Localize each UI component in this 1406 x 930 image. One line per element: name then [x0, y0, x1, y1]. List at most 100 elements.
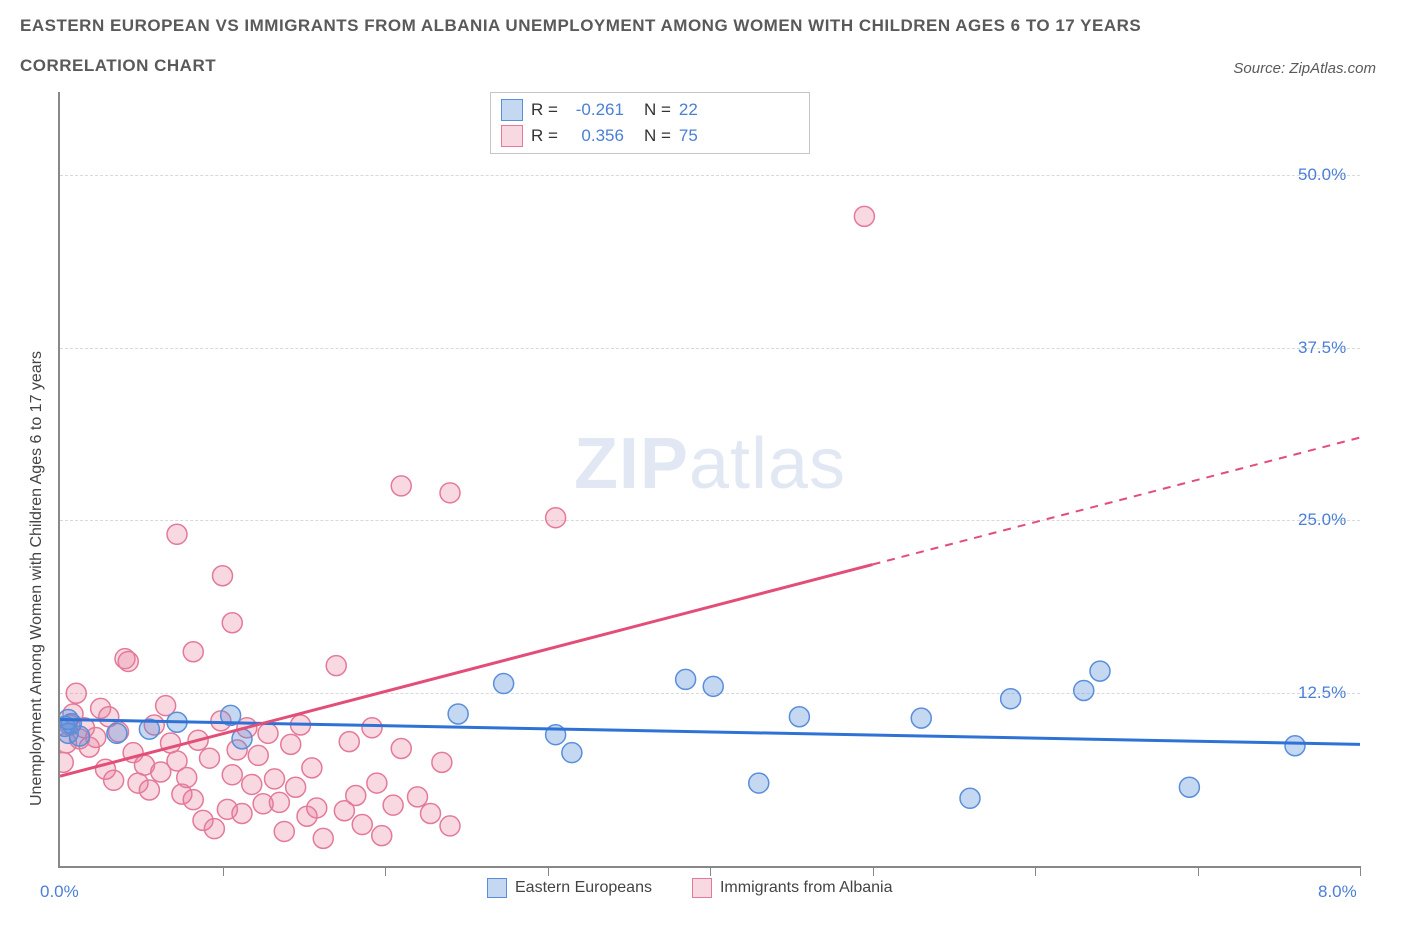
trendline — [60, 565, 873, 777]
data-point — [232, 803, 252, 823]
data-point — [286, 777, 306, 797]
data-point — [391, 739, 411, 759]
y-tick-label: 25.0% — [1298, 510, 1346, 530]
data-point — [421, 803, 441, 823]
legend-r-label: R = — [531, 100, 558, 120]
data-point — [307, 798, 327, 818]
y-tick-label: 37.5% — [1298, 338, 1346, 358]
data-point — [177, 768, 197, 788]
data-point — [204, 819, 224, 839]
data-point — [854, 206, 874, 226]
data-point — [391, 476, 411, 496]
source-prefix: Source: — [1233, 60, 1289, 77]
x-axis-origin-label: 0.0% — [40, 882, 79, 902]
data-point — [339, 732, 359, 752]
legend-n-value: 22 — [679, 100, 698, 120]
data-point — [432, 752, 452, 772]
legend-n-label: N = — [644, 126, 671, 146]
x-tick — [548, 866, 549, 876]
legend-swatch — [487, 878, 507, 898]
data-point — [242, 774, 262, 794]
data-point — [346, 786, 366, 806]
data-point — [676, 669, 696, 689]
data-point — [258, 723, 278, 743]
legend-swatch — [501, 125, 523, 147]
y-tick-label: 12.5% — [1298, 683, 1346, 703]
data-point — [167, 524, 187, 544]
data-point — [104, 770, 124, 790]
x-tick — [1035, 866, 1036, 876]
data-point — [60, 752, 73, 772]
data-point — [281, 734, 301, 754]
x-tick — [223, 866, 224, 876]
x-tick — [1198, 866, 1199, 876]
data-point — [269, 792, 289, 812]
legend-swatch — [692, 878, 712, 898]
data-point — [1001, 689, 1021, 709]
legend-r-label: R = — [531, 126, 558, 146]
data-point — [911, 708, 931, 728]
data-point — [352, 815, 372, 835]
data-point — [372, 826, 392, 846]
legend-label: Eastern Europeans — [515, 879, 652, 896]
chart-title-line2: CORRELATION CHART — [20, 56, 216, 76]
legend-r-value: -0.261 — [566, 100, 624, 120]
data-point — [494, 674, 514, 694]
y-axis-title: Unemployment Among Women with Children A… — [28, 351, 46, 806]
data-point — [107, 723, 127, 743]
data-point — [118, 651, 138, 671]
data-point — [960, 788, 980, 808]
data-point — [562, 743, 582, 763]
legend-n-value: 75 — [679, 126, 698, 146]
chart-title-line1: EASTERN EUROPEAN VS IMMIGRANTS FROM ALBA… — [20, 16, 1141, 36]
data-point — [66, 683, 86, 703]
legend-n-label: N = — [644, 100, 671, 120]
plot-area: ZIPatlas R =-0.261N =22R =0.356N =75 — [58, 92, 1360, 868]
scatter-svg — [60, 92, 1360, 866]
data-point — [302, 758, 322, 778]
x-tick — [385, 866, 386, 876]
correlation-legend-row: R = -0.261 N = 22 — [501, 97, 799, 123]
x-axis-max-label: 8.0% — [1318, 882, 1357, 902]
source-attribution: Source: ZipAtlas.com — [1233, 60, 1376, 77]
legend-label: Immigrants from Albania — [720, 879, 893, 896]
data-point — [1090, 661, 1110, 681]
data-point — [440, 483, 460, 503]
trendline-extrapolated — [873, 438, 1361, 565]
correlation-legend-row: R = 0.356 N = 75 — [501, 123, 799, 149]
data-point — [1179, 777, 1199, 797]
data-point — [1285, 736, 1305, 756]
data-point — [367, 773, 387, 793]
y-tick-label: 50.0% — [1298, 165, 1346, 185]
bottom-legend-item: Eastern Europeans — [487, 878, 652, 898]
data-point — [326, 656, 346, 676]
data-point — [362, 718, 382, 738]
data-point — [222, 613, 242, 633]
data-point — [546, 508, 566, 528]
data-point — [265, 769, 285, 789]
legend-swatch — [501, 99, 523, 121]
data-point — [408, 787, 428, 807]
data-point — [448, 704, 468, 724]
data-point — [313, 828, 333, 848]
data-point — [200, 748, 220, 768]
data-point — [222, 765, 242, 785]
x-tick — [873, 866, 874, 876]
data-point — [139, 780, 159, 800]
data-point — [183, 790, 203, 810]
data-point — [1074, 680, 1094, 700]
data-point — [274, 821, 294, 841]
legend-r-value: 0.356 — [566, 126, 624, 146]
bottom-legend-item: Immigrants from Albania — [692, 878, 893, 898]
data-point — [213, 566, 233, 586]
bottom-legend: Eastern Europeans Immigrants from Albania — [487, 878, 893, 898]
data-point — [749, 773, 769, 793]
data-point — [789, 707, 809, 727]
data-point — [383, 795, 403, 815]
data-point — [248, 745, 268, 765]
source-name: ZipAtlas.com — [1289, 60, 1376, 77]
chart-container: EASTERN EUROPEAN VS IMMIGRANTS FROM ALBA… — [0, 0, 1406, 930]
x-tick — [710, 866, 711, 876]
data-point — [440, 816, 460, 836]
x-tick — [1360, 866, 1361, 876]
